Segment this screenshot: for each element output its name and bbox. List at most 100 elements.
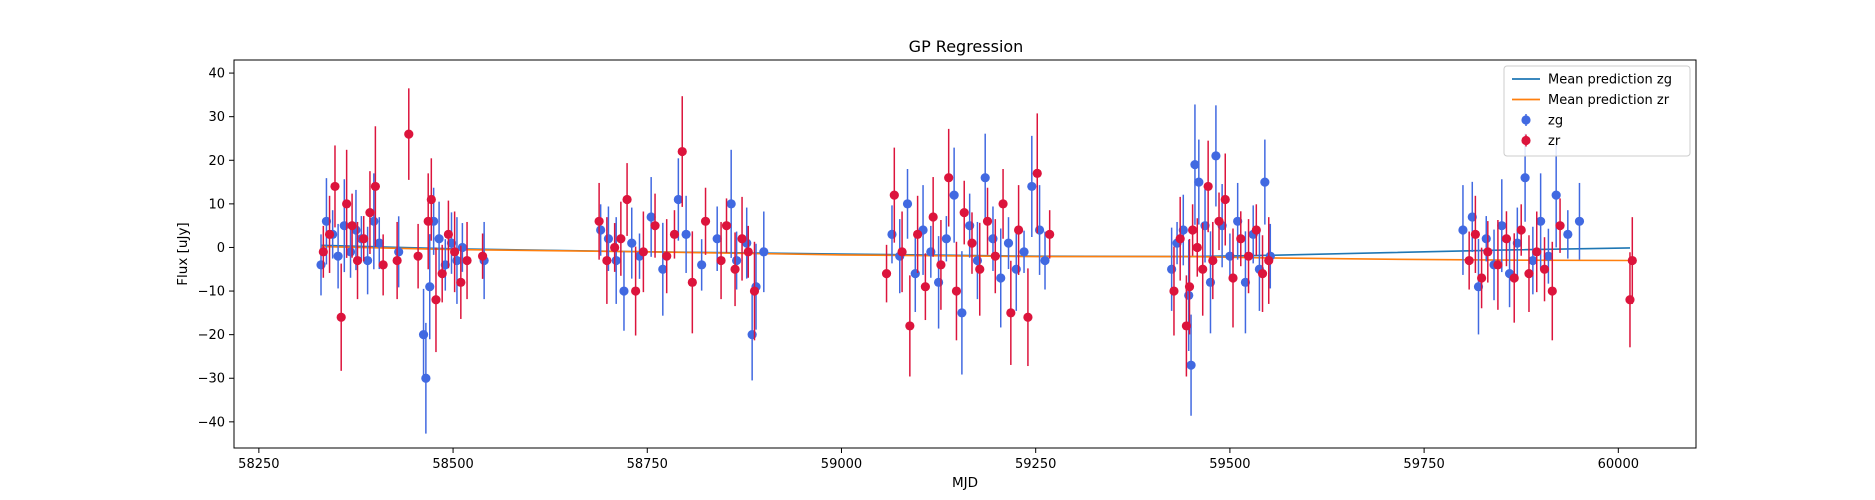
data-point — [413, 251, 423, 261]
data-point — [1178, 225, 1188, 235]
x-tick-label: 59500 — [1209, 457, 1250, 472]
data-point — [965, 221, 975, 231]
data-point — [1257, 269, 1268, 279]
y-tick-label: 20 — [208, 154, 225, 169]
data-point — [404, 129, 414, 139]
data-point — [1188, 225, 1198, 235]
data-point — [434, 234, 444, 244]
data-point — [1458, 225, 1468, 235]
data-point — [928, 212, 938, 222]
data-point — [1208, 255, 1218, 266]
data-point — [437, 269, 447, 279]
data-point — [477, 251, 488, 261]
x-tick-label: 59750 — [1403, 457, 1444, 472]
data-point — [933, 277, 944, 287]
data-point — [425, 282, 435, 292]
data-point — [967, 238, 977, 248]
data-point — [1045, 229, 1055, 239]
data-point — [1023, 312, 1033, 322]
x-tick-label: 58250 — [238, 457, 279, 472]
data-point — [627, 238, 637, 248]
data-point — [602, 255, 612, 266]
y-axis: −40 −30 −20 −10 0 10 20 30 40 — [198, 67, 234, 430]
data-point — [726, 199, 736, 209]
data-point — [443, 229, 454, 239]
data-point — [1194, 177, 1204, 187]
data-point — [1011, 264, 1021, 274]
data-point — [972, 255, 983, 266]
data-point — [677, 146, 687, 157]
data-point — [1509, 273, 1519, 283]
data-point — [737, 234, 747, 244]
data-point — [1019, 247, 1029, 257]
data-point — [1551, 190, 1561, 200]
data-point — [336, 312, 346, 322]
data-point — [394, 247, 404, 257]
data-point — [897, 247, 907, 257]
data-point — [887, 229, 897, 239]
data-point — [1516, 225, 1526, 235]
legend-entry-label: Mean prediction zr — [1548, 93, 1670, 108]
data-point — [1027, 181, 1037, 192]
data-point — [1225, 251, 1235, 261]
chart-title: GP Regression — [909, 37, 1024, 56]
data-point — [1240, 277, 1251, 287]
data-point — [1034, 225, 1045, 235]
y-tick-label: −40 — [198, 415, 225, 430]
data-point — [1574, 216, 1585, 226]
data-point — [1251, 225, 1261, 235]
data-point — [1483, 247, 1493, 257]
data-point — [1211, 151, 1221, 161]
data-point — [926, 247, 936, 257]
data-point — [910, 269, 920, 279]
data-point — [1520, 173, 1530, 183]
data-point — [1528, 255, 1538, 266]
data-point — [996, 273, 1006, 283]
legend: Mean prediction zg Mean prediction zr zg zr — [1503, 65, 1691, 157]
data-point — [982, 216, 993, 226]
data-point — [616, 234, 626, 244]
data-point — [418, 330, 429, 340]
x-axis: 58250 58500 58750 59000 59250 59500 59750 60000 — [238, 448, 1639, 472]
legend-point-swatch — [1521, 115, 1531, 125]
data-point — [687, 277, 697, 287]
data-point — [1192, 242, 1202, 253]
data-point — [342, 199, 352, 209]
data-point — [920, 282, 930, 292]
data-point — [1214, 216, 1224, 226]
data-point — [700, 216, 711, 226]
x-tick-label: 58500 — [432, 457, 473, 472]
data-point — [631, 286, 641, 296]
data-point — [1493, 260, 1503, 270]
data-point — [1006, 308, 1016, 318]
data-point — [392, 255, 402, 266]
data-point — [743, 247, 753, 257]
data-point — [949, 190, 959, 200]
data-point — [889, 190, 899, 200]
data-point — [1203, 181, 1213, 192]
data-point — [721, 221, 732, 231]
data-point — [646, 212, 656, 222]
data-point — [1220, 194, 1230, 205]
data-point — [913, 229, 923, 239]
series-zg — [316, 104, 1585, 434]
data-point — [333, 251, 343, 261]
data-point — [1563, 229, 1573, 239]
data-point — [730, 264, 740, 274]
data-point — [1524, 269, 1534, 279]
data-point — [980, 173, 990, 183]
data-point — [352, 255, 363, 266]
data-point — [1190, 160, 1200, 170]
data-point — [1532, 247, 1542, 257]
data-point — [759, 247, 769, 257]
data-point — [1264, 255, 1274, 266]
data-point — [1228, 273, 1238, 283]
data-point — [881, 269, 892, 279]
data-point — [330, 181, 340, 192]
data-point — [951, 286, 962, 296]
data-point — [619, 286, 629, 296]
data-point — [1497, 221, 1507, 231]
data-point — [1547, 286, 1557, 296]
data-point — [959, 207, 969, 218]
data-point — [650, 221, 660, 231]
